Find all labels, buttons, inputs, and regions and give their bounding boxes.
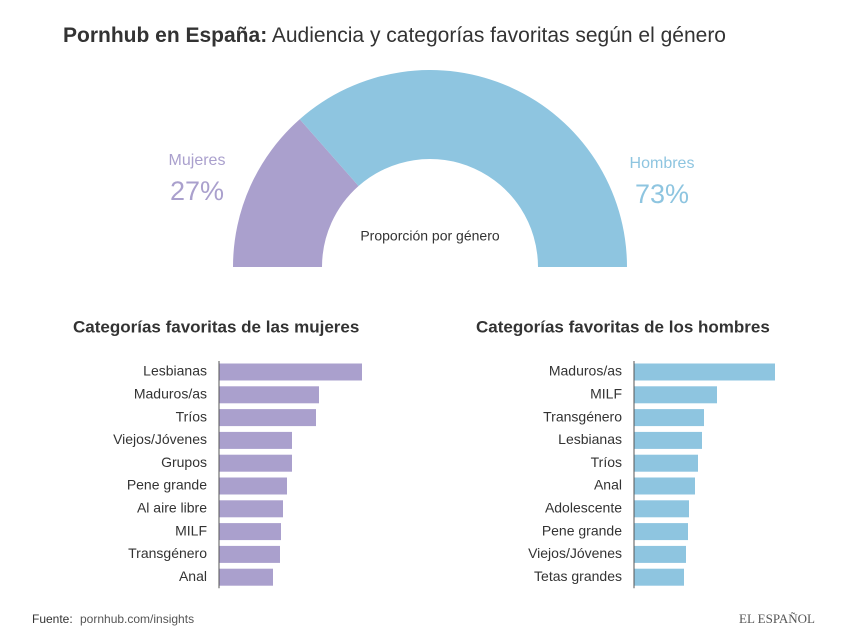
bar [634,363,775,381]
bar [634,500,689,518]
bar [219,454,292,472]
bar [219,545,280,563]
bar [219,363,362,381]
pie-slice [299,69,627,267]
slice-value: 73% [635,179,689,209]
bar [634,545,686,563]
category-label: Transgénero [128,545,207,561]
slice-name: Mujeres [169,152,226,169]
category-label: Maduros/as [134,386,207,402]
bar [219,500,283,518]
bar [634,386,717,404]
category-label: MILF [590,386,622,402]
brand: EL ESPAÑOL [739,611,815,626]
bar [219,523,281,541]
bar [219,409,316,427]
bar [634,568,684,586]
slice-name: Hombres [630,155,695,172]
category-label: Tríos [176,408,207,424]
category-label: MILF [175,522,207,538]
pie-label: Proporción por género [360,228,500,244]
category-label: Tetas grandes [534,568,622,584]
category-label: Al aire libre [137,500,207,516]
category-label: Viejos/Jóvenes [528,545,622,561]
bar [634,454,698,472]
slice-value: 27% [170,176,224,206]
title: Pornhub en España: Audiencia y categoría… [63,24,726,47]
bar [219,568,273,586]
category-label: Lesbianas [143,363,207,379]
pie-slice [233,119,359,267]
category-label: Viejos/Jóvenes [113,431,207,447]
category-label: Pene grande [127,477,207,493]
category-label: Anal [179,568,207,584]
category-label: Adolescente [545,500,622,516]
bar [634,409,704,427]
category-label: Grupos [161,454,207,470]
bar [634,477,695,495]
source-label: Fuente: [32,612,73,626]
title-lead: Pornhub en España: [63,24,267,47]
bar [634,431,702,449]
title-rest: Audiencia y categorías favoritas según e… [272,24,726,47]
bar [219,477,287,495]
category-label: Maduros/as [549,363,622,379]
bar [219,386,319,404]
source: pornhub.com/insights [80,612,194,626]
category-label: Lesbianas [558,431,622,447]
category-label: Tríos [591,454,622,470]
bar [634,523,688,541]
bar [219,431,292,449]
category-label: Anal [594,477,622,493]
bar-chart-title: Categorías favoritas de los hombres [476,317,770,336]
category-label: Pene grande [542,522,622,538]
category-label: Transgénero [543,408,622,424]
bar-chart-title: Categorías favoritas de las mujeres [73,317,359,336]
